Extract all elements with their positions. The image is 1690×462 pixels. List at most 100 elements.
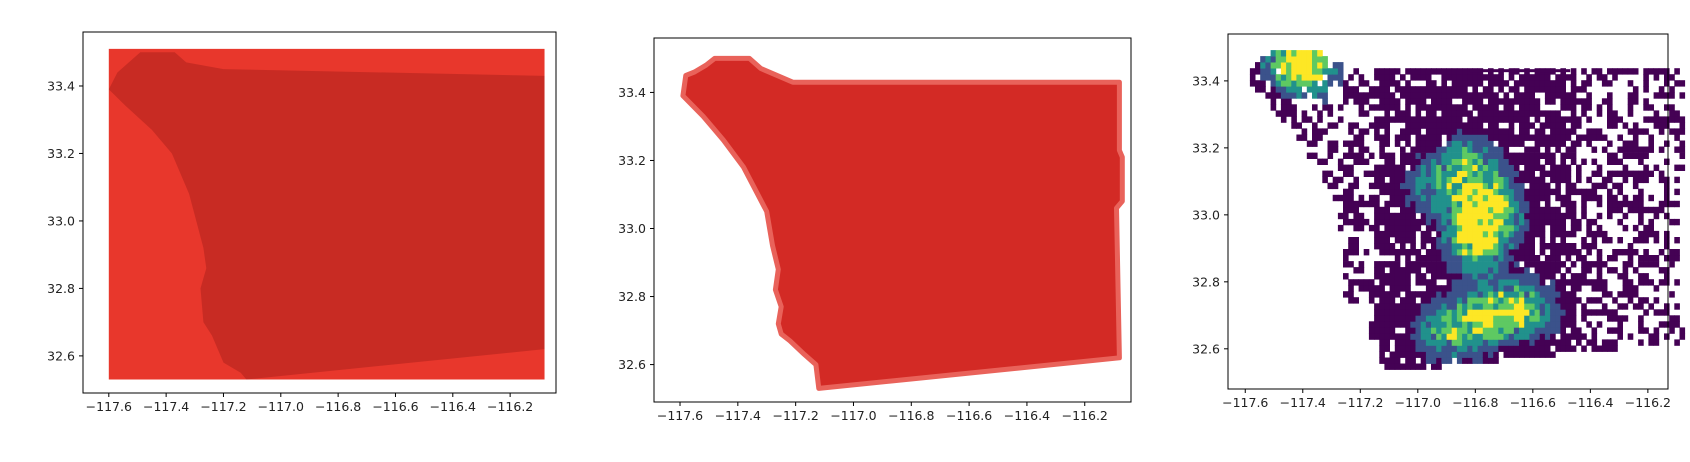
heatmap-cell <box>1570 297 1577 304</box>
y-tick-label: 32.6 <box>618 357 646 372</box>
heatmap-cell <box>1513 86 1520 93</box>
heatmap-cell <box>1498 206 1504 214</box>
heatmap-cell <box>1643 116 1649 123</box>
heatmap-cell <box>1513 315 1520 322</box>
heatmap-cell <box>1576 116 1582 123</box>
heatmap-cell <box>1368 321 1375 328</box>
heatmap-cell <box>1482 176 1489 184</box>
heatmap-cell <box>1519 80 1525 87</box>
heatmap-cell <box>1539 176 1546 184</box>
heatmap-cell <box>1441 212 1447 220</box>
heatmap-cell <box>1534 86 1541 93</box>
heatmap-cell <box>1456 104 1463 111</box>
heatmap-cell <box>1343 291 1349 298</box>
heatmap-cell <box>1601 176 1608 184</box>
heatmap-cell <box>1488 80 1494 87</box>
heatmap-cell <box>1446 128 1453 135</box>
heatmap-cell <box>1343 86 1349 93</box>
heatmap-cell <box>1555 297 1561 304</box>
heatmap-cell <box>1674 128 1680 135</box>
heatmap-cell <box>1420 363 1427 370</box>
heatmap-cell <box>1524 230 1530 238</box>
heatmap-cell <box>1643 152 1649 159</box>
heatmap-cell <box>1394 321 1401 328</box>
heatmap-cell <box>1343 164 1349 171</box>
heatmap-cell <box>1436 134 1442 141</box>
heatmap-cell <box>1508 206 1515 214</box>
heatmap-cell <box>1280 104 1287 111</box>
heatmap-cell <box>1539 327 1546 334</box>
heatmap-cell <box>1591 218 1598 226</box>
heatmap-cell <box>1560 218 1566 226</box>
heatmap-cell <box>1560 249 1566 256</box>
heatmap-cell <box>1664 80 1670 87</box>
heatmap-cell <box>1477 206 1484 214</box>
heatmap-cell <box>1596 267 1603 274</box>
heatmap-cell <box>1539 285 1546 292</box>
heatmap-cell <box>1384 345 1390 352</box>
heatmap-cell <box>1462 261 1468 268</box>
heatmap-cell <box>1648 255 1654 262</box>
heatmap-cell <box>1420 237 1427 244</box>
heatmap-cell <box>1581 212 1587 220</box>
heatmap-cell <box>1607 309 1613 316</box>
heatmap-cell <box>1451 134 1458 141</box>
heatmap-cell <box>1306 68 1313 75</box>
heatmap-cell <box>1301 134 1308 141</box>
heatmap-cell <box>1405 176 1411 184</box>
heatmap-cell <box>1441 158 1447 165</box>
y-tick-label: 33.4 <box>47 78 75 93</box>
heatmap-cell <box>1482 74 1489 81</box>
heatmap-cell <box>1425 309 1432 316</box>
heatmap-cell <box>1456 230 1463 238</box>
heatmap-cell <box>1508 297 1515 304</box>
heatmap-cell <box>1353 92 1359 99</box>
heatmap-cell <box>1462 279 1468 286</box>
heatmap-cell <box>1312 140 1318 147</box>
heatmap-cell <box>1576 122 1582 129</box>
heatmap-cell <box>1669 110 1675 117</box>
heatmap-cell <box>1498 273 1504 280</box>
heatmap-cell <box>1508 249 1515 256</box>
heatmap-cell <box>1498 303 1504 310</box>
heatmap-cell <box>1400 363 1406 370</box>
heatmap-cell <box>1612 339 1618 346</box>
heatmap-cell <box>1576 86 1582 93</box>
heatmap-cell <box>1503 303 1510 310</box>
heatmap-cell <box>1576 339 1582 346</box>
heatmap-cell <box>1477 152 1484 159</box>
heatmap-cell <box>1456 357 1463 364</box>
heatmap-cell <box>1534 285 1541 292</box>
heatmap-cell <box>1488 218 1494 226</box>
heatmap-cell <box>1322 92 1328 99</box>
heatmap-cell <box>1544 134 1551 141</box>
heatmap-cell <box>1477 134 1484 141</box>
heatmap-cell <box>1451 146 1458 153</box>
heatmap-cell <box>1400 267 1406 274</box>
heatmap-cell <box>1436 327 1442 334</box>
heatmap-cell <box>1669 104 1675 111</box>
heatmap-cell <box>1544 291 1551 298</box>
heatmap-cell <box>1658 92 1665 99</box>
heatmap-cell <box>1524 309 1530 316</box>
heatmap-cell <box>1436 237 1442 244</box>
heatmap-cell <box>1488 74 1494 81</box>
heatmap-cell <box>1493 345 1499 352</box>
heatmap-cell <box>1581 273 1587 280</box>
heatmap-cell <box>1477 249 1484 256</box>
heatmap-cell <box>1498 267 1504 274</box>
heatmap-cell <box>1638 261 1644 268</box>
heatmap-cell <box>1555 315 1561 322</box>
heatmap-cell <box>1472 146 1478 153</box>
heatmap-cell <box>1405 128 1411 135</box>
heatmap-cell <box>1612 345 1618 352</box>
heatmap-cell <box>1322 62 1328 69</box>
heatmap-cell <box>1524 321 1530 328</box>
heatmap-cell <box>1493 176 1499 184</box>
heatmap-cell <box>1493 315 1499 322</box>
heatmap-cell <box>1462 104 1468 111</box>
heatmap-cell <box>1596 110 1603 117</box>
heatmap-cell <box>1565 200 1572 208</box>
heatmap-cell <box>1591 230 1598 238</box>
heatmap-cell <box>1446 68 1453 75</box>
